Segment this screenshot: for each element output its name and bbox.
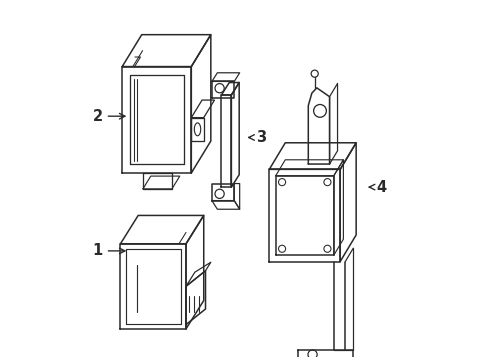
Text: 1: 1 <box>92 243 125 258</box>
Text: 4: 4 <box>368 180 386 195</box>
Text: 2: 2 <box>92 109 125 124</box>
Text: 3: 3 <box>248 130 265 145</box>
